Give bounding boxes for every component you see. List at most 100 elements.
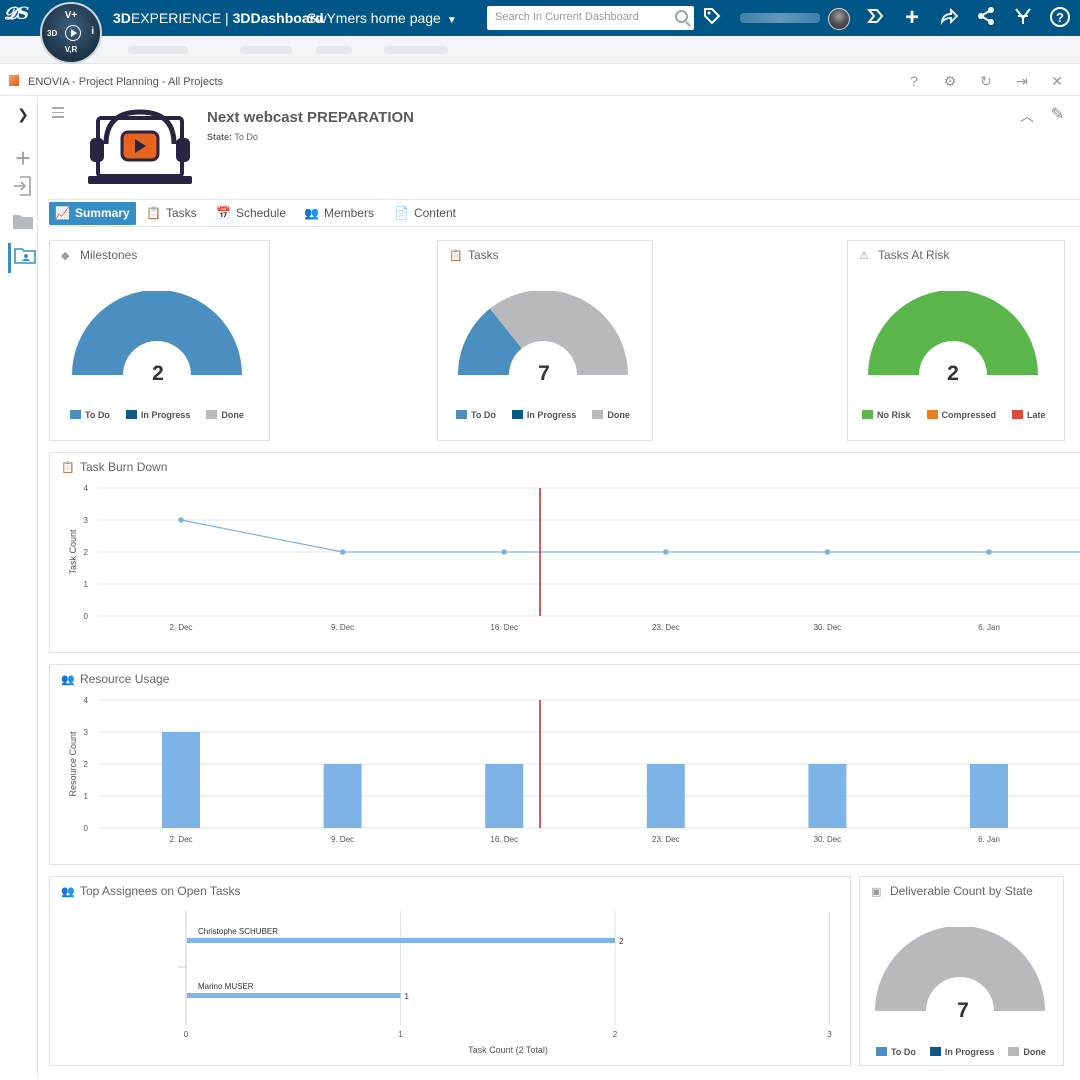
data-label: 2 — [619, 937, 624, 946]
x-tick-label: 2 — [613, 1030, 618, 1039]
tasks-gauge — [458, 291, 628, 375]
y-tick-label: 4 — [84, 696, 89, 705]
tasks-card: 📋 Tasks 7 To Do In Progress Done — [437, 240, 653, 441]
x-tick-label: 3 — [827, 1030, 832, 1039]
chevron-up-icon[interactable]: ︿ — [1020, 108, 1034, 124]
y-tick-label: 0 — [84, 824, 89, 833]
x-tick-label: 9. Dec — [331, 835, 354, 844]
bar — [187, 993, 401, 998]
members-icon: 👥 — [61, 886, 75, 898]
bar — [485, 764, 524, 828]
project-state: State: To Do — [207, 132, 258, 142]
sign-in-icon[interactable]: ⇥ — [1016, 73, 1028, 89]
gear-icon[interactable]: ⚙ — [943, 73, 957, 89]
milestones-total: 2 — [152, 362, 164, 385]
tasks-total: 7 — [538, 362, 550, 385]
risk-total: 2 — [947, 362, 959, 385]
play-icon — [65, 25, 81, 41]
clipboard-icon: 📋 — [61, 462, 75, 474]
tab-content[interactable]: 📄 Content — [394, 206, 456, 220]
brand: 3DEXPERIENCE | 3DDashboard — [113, 10, 324, 26]
menu-icon[interactable] — [52, 107, 68, 121]
gauge-slice-done — [490, 291, 628, 375]
close-icon[interactable]: ✕ — [1051, 73, 1063, 89]
gauge-slice-no-risk — [868, 291, 1038, 375]
project-tabs: 📈 Summary 📋 Tasks 📅 Schedule 👥 Members 📄 Cont… — [48, 199, 1080, 227]
add-icon[interactable]: + — [904, 4, 919, 31]
left-rail: ❯ + — [8, 97, 38, 1077]
search-input[interactable]: Search In Current Dashboard — [487, 6, 694, 30]
expand-icon[interactable]: ❯ — [17, 106, 29, 122]
x-tick-label: 16. Dec — [490, 623, 518, 632]
card-title: Milestones — [80, 248, 138, 262]
folder-icon[interactable] — [8, 209, 38, 239]
y-tick-label: 1 — [84, 580, 89, 589]
deliverables-total: 7 — [957, 999, 969, 1022]
user-name — [740, 13, 820, 23]
add-icon[interactable]: + — [15, 143, 31, 173]
project-folder-icon[interactable] — [8, 243, 38, 273]
enovia-icon — [9, 75, 19, 86]
network-icon[interactable] — [974, 6, 998, 30]
y-axis-title: Task Count — [68, 529, 78, 575]
card-title: Tasks At Risk — [878, 248, 950, 262]
edit-icon[interactable]: ✎ — [1050, 106, 1064, 123]
x-tick-label: 23. Dec — [652, 623, 680, 632]
x-tick-label: 6. Jan — [978, 835, 1000, 844]
task-burn-down-card: 📋 Task Burn Down 0 1 2 3 4 Task Count 2. Dec 9.… — [49, 452, 1080, 653]
bar — [646, 764, 685, 828]
members-icon: 👥 — [304, 206, 319, 220]
card-title: Task Burn Down — [80, 460, 168, 474]
compass[interactable]: V+ 3D i V,R — [40, 2, 102, 64]
tasks-legend: To Do In Progress Done — [456, 410, 646, 420]
y-tick-label: 3 — [84, 728, 89, 737]
tab-summary[interactable]: 📈 Summary — [49, 202, 136, 225]
warning-icon: ⚠ — [859, 250, 869, 262]
data-point — [824, 549, 831, 555]
milestones-legend: To Do In Progress Done — [70, 410, 260, 420]
deliverable-count-card: ▣ Deliverable Count by State 7 To Do In P… — [859, 876, 1064, 1066]
help-icon[interactable]: ? — [1048, 6, 1072, 30]
search-icon[interactable] — [675, 10, 688, 23]
widget-title: ENOVIA - Project Planning - All Projects — [28, 76, 224, 88]
tab-schedule[interactable]: 📅 Schedule — [216, 206, 286, 220]
bar — [187, 938, 615, 943]
tab-tasks[interactable]: 📋 Tasks — [146, 206, 197, 220]
members-icon: 👥 — [61, 674, 75, 686]
refresh-icon[interactable]: ↻ — [980, 73, 992, 89]
data-point — [339, 549, 346, 555]
milestones-card: ◆ Milestones 2 To Do In Progress Done — [49, 240, 270, 441]
tag-icon[interactable] — [700, 6, 724, 30]
x-axis-title: Task Count (2 Total) — [468, 1045, 548, 1055]
y-tick-label: 2 — [84, 760, 89, 769]
x-tick-label: 2. Dec — [169, 835, 192, 844]
bar — [162, 732, 200, 828]
card-title: Top Assignees on Open Tasks — [80, 884, 241, 898]
chart-line-icon: 📈 — [55, 206, 70, 220]
tasks-at-risk-card: ⚠ Tasks At Risk 2 No Risk Compressed Late — [847, 240, 1065, 441]
top-bar: 𝓓S 3DEXPERIENCE | 3DDashboard SwYmers ho… — [0, 0, 1080, 36]
x-tick-label: 0 — [184, 1030, 189, 1039]
resource-usage-chart: 0 1 2 3 4 Resource Count 2. Dec 9. Dec 16. Dec 23… — [68, 696, 1080, 844]
data-point — [663, 549, 669, 555]
avatar[interactable] — [828, 8, 850, 30]
top-assignees-chart: 0 1 2 3 Christophe SCHUBER 2 Marino MUSER 1 Task… — [178, 911, 832, 1055]
clipboard-icon: 📋 — [449, 250, 463, 262]
dashboard-selector[interactable]: SwYmers home page ▼ — [307, 10, 457, 26]
collab-icon[interactable] — [1011, 6, 1035, 30]
bar — [323, 764, 362, 828]
y-tick-label: 4 — [84, 484, 89, 493]
share-icon[interactable] — [863, 6, 887, 30]
gauge-slice-to-do — [458, 308, 522, 375]
document-icon: 📄 — [394, 206, 409, 220]
forward-icon[interactable] — [937, 6, 961, 30]
gauge-slice-done — [875, 927, 1045, 1011]
import-icon[interactable] — [8, 175, 38, 205]
tab-members[interactable]: 👥 Members — [304, 206, 374, 220]
y-tick-label: 3 — [84, 516, 89, 525]
risk-gauge — [868, 291, 1038, 375]
ds-logo: 𝓓S — [4, 4, 30, 24]
y-tick-label: 2 — [84, 548, 89, 557]
widget-header: ENOVIA - Project Planning - All Projects… — [0, 66, 1080, 96]
help-icon[interactable]: ? — [910, 73, 918, 89]
